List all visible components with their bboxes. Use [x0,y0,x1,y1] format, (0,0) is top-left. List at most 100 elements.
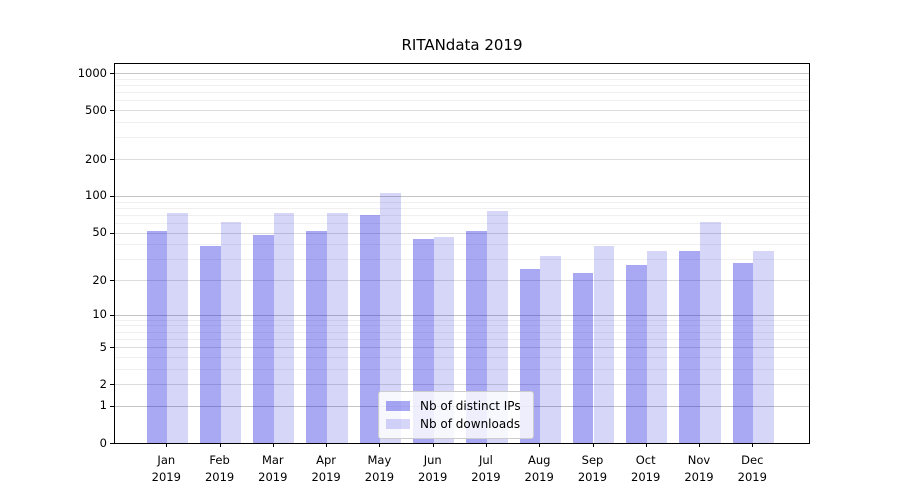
gridline-300 [115,137,809,139]
gridline-600 [115,100,809,102]
gridline-80 [115,207,809,209]
x-tick-label-may-2019: May 2019 [364,453,395,484]
plot-area [114,63,810,444]
x-tick-label-jul-2019: Jul 2019 [471,453,501,484]
y-tick-10 [110,314,114,316]
legend-label-downloads: Nb of downloads [420,417,521,431]
y-tick-label-0: 0 [99,435,107,450]
gridline-100 [115,195,809,197]
bar-downloads-aug-2019 [540,255,561,443]
gridline-2 [115,384,809,386]
y-tick-label-2: 2 [99,376,107,391]
gridline-90 [115,201,809,203]
bar-distinct-ips-dec-2019 [732,262,754,443]
bar-distinct-ips-oct-2019 [626,264,647,443]
gridline-50 [115,232,809,234]
bar-distinct-ips-feb-2019 [199,245,221,443]
bar-downloads-dec-2019 [753,251,774,443]
legend-label-distinct-ips: Nb of distinct IPs [420,399,521,413]
y-tick-20 [110,280,114,281]
bar-downloads-feb-2019 [220,222,242,443]
y-tick-2 [110,384,114,386]
gridline-200 [115,159,809,160]
gridline-4 [115,356,809,358]
gridline-5 [115,347,809,349]
bar-downloads-mar-2019 [273,212,295,443]
y-tick-label-5: 5 [99,339,107,354]
gridline-7 [115,331,809,333]
x-tick-label-sep-2019: Sep 2019 [577,453,608,484]
gridline-9 [115,319,809,321]
gridline-400 [115,122,809,123]
gridline-900 [115,78,809,80]
y-tick-200 [110,159,114,160]
x-tick-feb-2019 [219,443,221,447]
gridline-40 [115,244,809,246]
bar-distinct-ips-apr-2019 [306,231,328,443]
x-tick-dec-2019 [752,443,754,447]
gridline-60 [115,222,809,224]
x-tick-label-jan-2019: Jan 2019 [151,453,181,484]
bar-downloads-jul-2019 [486,211,508,443]
y-tick-label-50: 50 [92,225,107,239]
legend-swatch-downloads [386,419,410,429]
y-tick-label-20: 20 [92,272,107,287]
bar-downloads-apr-2019 [327,213,348,443]
gridline-700 [115,92,809,94]
legend-item-downloads: Nb of downloads [386,417,521,431]
x-tick-may-2019 [379,443,381,447]
y-tick-label-1: 1 [99,398,107,413]
x-tick-nov-2019 [699,443,700,447]
chart-title: RITANdata 2019 [401,36,523,54]
bar-distinct-ips-nov-2019 [679,251,700,443]
y-tick-label-100: 100 [85,188,107,203]
bar-downloads-sep-2019 [593,245,615,443]
x-tick-oct-2019 [645,443,647,447]
legend-item-distinct-ips: Nb of distinct IPs [386,399,521,413]
x-tick-label-aug-2019: Aug 2019 [524,453,554,484]
x-tick-label-jun-2019: Jun 2019 [418,453,448,484]
y-tick-50 [110,232,114,234]
bar-downloads-may-2019 [380,193,402,443]
gridline-6 [115,338,809,340]
y-tick-label-200: 200 [85,151,107,166]
y-tick-100 [110,195,114,197]
x-tick-label-feb-2019: Feb 2019 [204,453,235,484]
bar-distinct-ips-sep-2019 [572,272,594,443]
x-tick-label-apr-2019: Apr 2019 [311,453,341,484]
gridline-500 [115,110,809,112]
y-tick-label-1000: 1000 [77,65,107,80]
y-tick-1000 [110,73,114,74]
bar-downloads-jan-2019 [167,213,188,443]
legend-swatch-distinct-ips [386,401,410,411]
y-tick-5 [110,347,114,349]
gridline-10 [115,314,809,316]
gridline-800 [115,85,809,86]
gridline-70 [115,214,809,216]
bar-downloads-oct-2019 [646,251,668,443]
bar-distinct-ips-jan-2019 [146,231,168,443]
x-tick-label-oct-2019: Oct 2019 [631,453,661,484]
x-tick-aug-2019 [539,443,541,447]
x-tick-jun-2019 [432,443,434,447]
x-tick-apr-2019 [326,443,328,447]
x-tick-jul-2019 [485,443,487,447]
x-tick-label-dec-2019: Dec 2019 [737,453,767,484]
x-tick-sep-2019 [592,443,594,447]
y-tick-500 [110,110,114,112]
x-tick-jan-2019 [166,443,168,447]
x-tick-label-nov-2019: Nov 2019 [684,453,714,484]
gridline-8 [115,325,809,327]
gridline-3 [115,368,809,370]
gridline-1000 [115,73,809,74]
y-tick-label-10: 10 [92,307,107,322]
legend: Nb of distinct IPs Nb of downloads [378,391,534,439]
x-tick-mar-2019 [272,443,274,447]
x-tick-label-mar-2019: Mar 2019 [258,453,288,484]
y-tick-1 [110,405,114,407]
y-tick-label-500: 500 [85,102,107,117]
bar-distinct-ips-jul-2019 [466,231,487,443]
y-tick-0 [110,443,114,444]
gridline-20 [115,280,809,281]
